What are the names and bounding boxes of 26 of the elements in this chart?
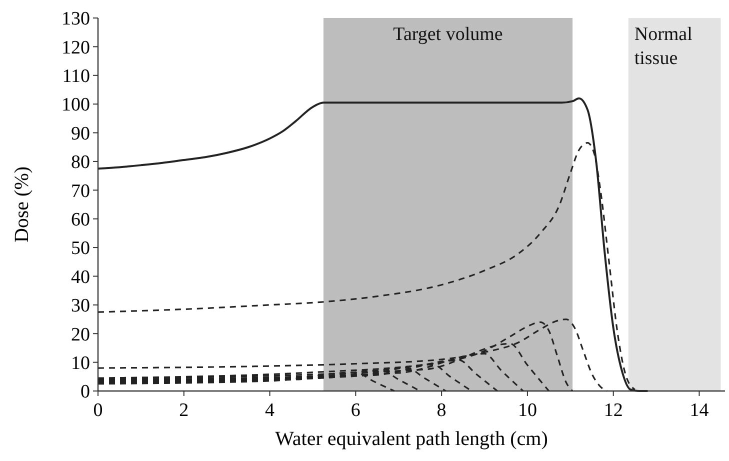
y-tick-label: 100 [62, 94, 90, 116]
x-tick-label: 4 [265, 400, 276, 421]
y-tick-label: 80 [71, 152, 90, 174]
band-label: Target volume [393, 24, 503, 45]
y-tick-label: 70 [71, 180, 90, 202]
y-tick-label: 130 [62, 8, 90, 30]
y-tick-label: 10 [71, 352, 90, 374]
y-tick-label: 20 [71, 324, 90, 346]
y-tick-label: 50 [71, 238, 90, 260]
x-tick-label: 2 [179, 400, 189, 421]
x-tick-label: 12 [604, 400, 623, 421]
x-tick-label: 14 [690, 400, 710, 421]
x-tick-label: 8 [436, 400, 446, 421]
y-tick-label: 90 [71, 123, 90, 144]
x-tick-label: 0 [93, 400, 103, 421]
y-tick-label: 40 [71, 266, 90, 288]
y-tick-label: 110 [62, 66, 90, 88]
y-tick-label: 0 [80, 382, 90, 403]
x-tick-label: 6 [350, 400, 360, 421]
y-tick-label: 60 [71, 209, 90, 230]
y-tick-label: 30 [71, 296, 90, 317]
x-axis-title: Water equivalent path length (cm) [275, 428, 548, 450]
y-tick-label: 120 [62, 37, 90, 58]
y-axis-title: Dose (%) [11, 166, 33, 243]
x-tick-label: 10 [518, 400, 537, 421]
band-label: Normal tissue [634, 24, 692, 69]
